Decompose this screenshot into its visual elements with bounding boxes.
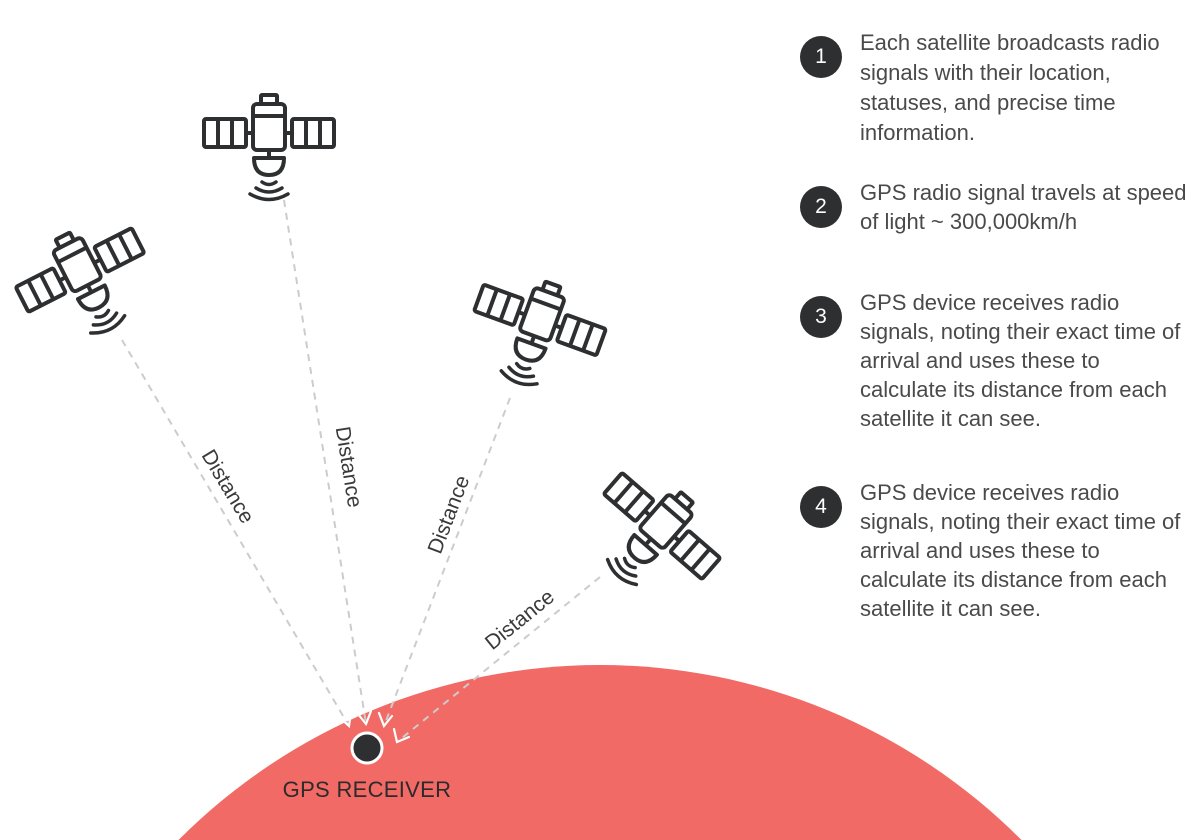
- distance-line-1: [121, 339, 350, 727]
- satellite-icon-2: [202, 93, 336, 202]
- step-text: GPS device receives radio signals, notin…: [860, 290, 1181, 431]
- satellite-icon-3: [454, 260, 617, 407]
- step-text: Each satellite broadcasts radio signals …: [860, 30, 1160, 145]
- arrow-head-4: [392, 727, 411, 744]
- distance-label-3: Distance: [424, 472, 475, 557]
- arrow-head-3: [377, 711, 394, 729]
- receiver-label: GPS RECEIVER: [283, 777, 452, 802]
- distance-line-2: [283, 199, 367, 725]
- step-number-badge: 1: [800, 36, 842, 78]
- distance-line-4: [396, 576, 601, 743]
- arrow-head-1: [336, 710, 353, 729]
- distance-lines: [121, 199, 601, 743]
- step-number-badge: 4: [800, 486, 842, 528]
- earth-shape: [178, 665, 1022, 840]
- step-text: GPS device receives radio signals, notin…: [860, 480, 1181, 621]
- receiver-dot-icon: [350, 731, 384, 765]
- arrow-heads: [336, 709, 411, 744]
- distance-line-3: [383, 397, 511, 727]
- step-text: GPS radio signal travels at speed of lig…: [860, 180, 1187, 234]
- distance-label-1: Distance: [197, 446, 259, 528]
- satellite-icon-4: [567, 452, 738, 621]
- step-number-badge: 2: [800, 186, 842, 228]
- distance-label-2: Distance: [331, 425, 366, 509]
- step-number-badge: 3: [800, 296, 842, 338]
- arrow-head-2: [356, 709, 373, 727]
- satellite-icon-1: [2, 204, 171, 361]
